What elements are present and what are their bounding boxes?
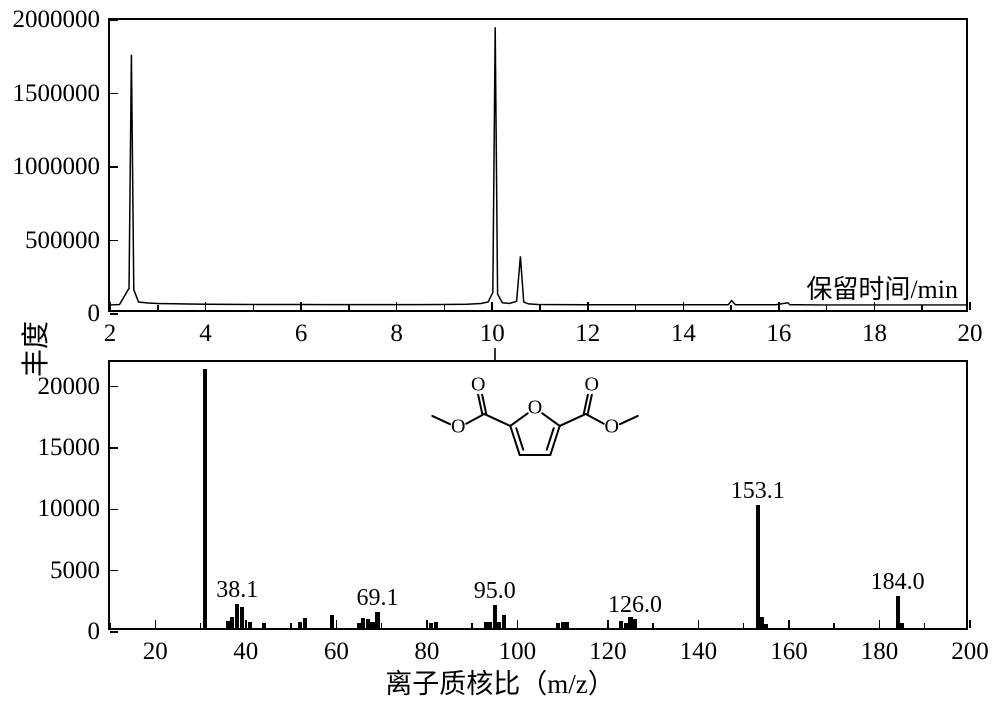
ms-peak-bar [248,622,252,628]
xtick-label: 160 [770,638,808,666]
ytick-label: 2000000 [13,6,101,34]
ms-peak-bar [298,622,302,628]
molecule-structure: OOOOO [410,364,660,484]
ms-peak-bar [633,619,637,628]
ms-peak-bar [565,622,569,628]
ytick-label: 0 [88,618,101,646]
ms-peak-bar [556,623,560,628]
ms-peak-bar [900,623,904,628]
ms-peak-bar [502,615,506,629]
ytick-label: 1500000 [13,80,101,108]
ms-peak-bar [375,612,379,628]
ms-peak-bar [330,615,334,628]
y-axis-label-shared: 丰度 [14,321,54,377]
mass-spectrum-plot-area: OOOOO 38.169.195.0126.0153.1184.0 [110,362,966,628]
xtick-label: 200 [951,638,989,666]
ytick-label: 0 [88,300,101,328]
xtick-label: 60 [324,638,349,666]
ms-peak-bar [434,622,438,628]
peak-label: 69.1 [357,585,399,612]
svg-text:O: O [585,374,599,396]
xtick-label: 140 [680,638,718,666]
ms-peak-bar [357,623,361,628]
ms-peak-bar [756,505,760,628]
xtick-label: 40 [233,638,258,666]
peak-label: 126.0 [608,592,662,619]
ms-peak-bar [429,623,433,628]
svg-text:O: O [528,397,542,419]
ms-peak-bar [235,604,239,628]
peak-label: 153.1 [731,478,785,505]
ms-peak-bar [262,623,266,628]
svg-text:O: O [471,374,485,396]
svg-text:O: O [451,416,465,438]
ms-peak-bar [303,618,307,628]
ms-peak-bar [896,596,900,628]
ytick-label: 15000 [38,434,101,462]
peak-label: 184.0 [871,569,925,596]
ytick-label: 10000 [38,495,101,523]
ms-peak-bar [619,621,623,628]
ms-peak-bar [240,607,244,628]
xtick-label: 20 [143,638,168,666]
ytick-label: 20000 [38,373,101,401]
ms-peak-bar [764,624,768,628]
ms-peak-bar [484,622,488,628]
x-axis-label-bottom: 离子质核比（m/z） [350,662,650,701]
ms-peak-bar [226,621,230,628]
ms-peak-bar [624,623,628,628]
ms-peak-bar [361,618,365,628]
mass-spectrum-panel: OOOOO 38.169.195.0126.0153.1184.0 204060… [108,360,968,630]
chromatogram-line [110,20,966,310]
chromatogram-panel: 保留时间/min 2468101214161820 05000001000000… [108,18,968,312]
ytick-label: 5000 [50,557,100,585]
ms-peak-bar [203,369,207,628]
ytick-label: 1000000 [13,153,101,181]
ms-peak-bar [493,605,497,628]
ytick-label: 500000 [25,227,100,255]
ms-peak-bar [488,622,492,628]
chromatogram-plot-area [110,20,966,310]
ms-peak-bar [370,622,374,628]
peak-label: 95.0 [474,578,516,605]
ms-peak-bar [366,619,370,628]
inset-xaxis-label-top: 保留时间/min [806,269,958,306]
svg-text:O: O [605,416,619,438]
xtick-label: 180 [861,638,899,666]
figure-root: 丰度 保留时间/min 2468101214161820 05000001000… [0,0,1000,698]
peak-label: 38.1 [216,577,258,604]
ms-peak-bar [497,622,501,628]
ms-peak-bar [230,617,234,628]
